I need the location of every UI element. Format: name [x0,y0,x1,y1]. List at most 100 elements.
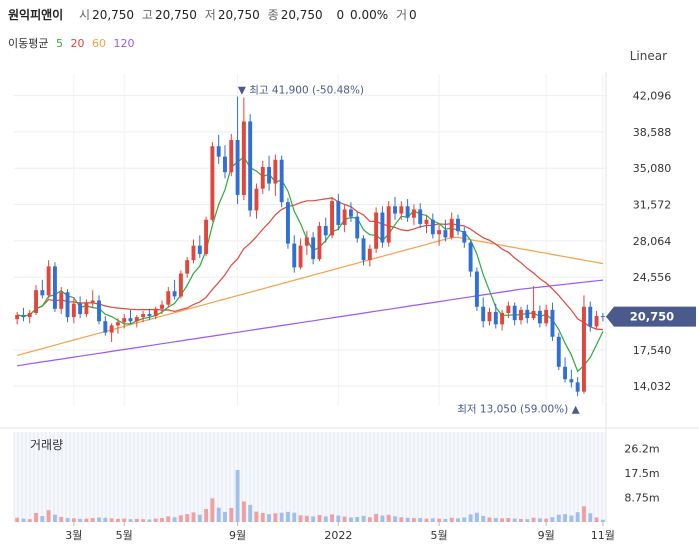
candle-body[interactable] [462,231,467,243]
candle-body[interactable] [40,290,45,296]
volume-bar[interactable] [449,517,454,522]
volume-bar[interactable] [443,518,448,522]
volume-bar[interactable] [103,517,108,522]
candle-body[interactable] [90,300,95,303]
volume-bar[interactable] [424,518,429,522]
volume-bar[interactable] [46,510,51,522]
candle-body[interactable] [342,209,347,225]
volume-bar[interactable] [115,518,120,522]
candle-body[interactable] [166,291,171,305]
candle-body[interactable] [575,382,580,392]
candle-body[interactable] [550,309,555,337]
volume-bar[interactable] [71,518,76,522]
candle-body[interactable] [380,212,385,243]
candle-body[interactable] [443,230,448,238]
volume-bar[interactable] [178,515,183,522]
volume-bar[interactable] [430,518,435,522]
candle-body[interactable] [386,206,391,243]
volume-bar[interactable] [90,518,95,522]
volume-bar[interactable] [474,512,479,522]
volume-bar[interactable] [40,516,45,522]
candle-body[interactable] [399,206,404,214]
candle-body[interactable] [481,306,486,322]
candle-body[interactable] [34,290,38,313]
candle-body[interactable] [216,146,221,157]
volume-bar[interactable] [248,504,253,522]
volume-bar[interactable] [323,516,328,522]
volume-bar[interactable] [260,513,265,522]
volume-bar[interactable] [462,517,467,523]
volume-bar[interactable] [153,518,158,522]
candle-body[interactable] [160,304,164,309]
volume-bar[interactable] [506,518,511,522]
candle-body[interactable] [361,238,366,261]
candle-body[interactable] [600,316,605,318]
candle-body[interactable] [437,230,442,235]
candle-body[interactable] [298,245,303,268]
candle-body[interactable] [374,212,379,249]
volume-bar[interactable] [317,514,322,522]
candle-body[interactable] [178,273,183,297]
candle-body[interactable] [323,225,328,236]
candle-body[interactable] [128,318,133,322]
candle-body[interactable] [223,156,227,173]
candle-body[interactable] [456,218,460,232]
volume-bar[interactable] [512,518,517,522]
candle-body[interactable] [525,309,530,319]
candle-body[interactable] [59,292,64,309]
volume-bar[interactable] [286,511,290,522]
volume-bar[interactable] [216,507,221,522]
candle-body[interactable] [348,209,353,217]
volume-bar[interactable] [456,518,460,522]
volume-bar[interactable] [15,517,20,522]
volume-bar[interactable] [78,518,83,522]
candle-body[interactable] [204,219,209,254]
ma-legend[interactable]: 이동평균 5 20 60 120 [8,35,138,51]
volume-bar[interactable] [97,517,101,523]
candle-body[interactable] [248,121,253,211]
candle-body[interactable] [493,311,498,325]
candle-body[interactable] [563,366,568,380]
candle-body[interactable] [292,243,297,268]
volume-bar[interactable] [374,513,379,522]
volume-bar[interactable] [241,501,246,522]
candle-body[interactable] [418,209,423,224]
candle-body[interactable] [405,206,410,218]
candle-body[interactable] [588,306,593,327]
candle-body[interactable] [141,313,146,318]
volume-bar[interactable] [197,514,202,522]
candle-body[interactable] [304,237,309,246]
candle-body[interactable] [52,266,57,309]
candle-body[interactable] [506,305,511,313]
candle-body[interactable] [115,322,120,326]
volume-bar[interactable] [537,518,542,522]
volume-bar[interactable] [569,515,574,522]
volume-bar[interactable] [519,518,523,522]
candle-body[interactable] [78,303,83,314]
candle-body[interactable] [153,308,158,317]
candle-body[interactable] [330,201,334,236]
volume-bar[interactable] [27,519,32,522]
candle-body[interactable] [241,121,246,195]
candle-body[interactable] [21,315,26,318]
volume-bar[interactable] [468,514,473,522]
volume-bar[interactable] [418,518,423,522]
volume-bar[interactable] [191,512,196,522]
candle-body[interactable] [411,209,416,218]
candle-body[interactable] [355,216,360,239]
candle-body[interactable] [46,266,51,296]
volume-bar[interactable] [160,518,164,522]
volume-bar[interactable] [84,518,89,522]
candle-body[interactable] [260,166,265,189]
candle-body[interactable] [235,140,240,195]
volume-bar[interactable] [223,511,227,522]
candle-body[interactable] [519,309,523,321]
volume-bar[interactable] [380,515,385,522]
volume-bar[interactable] [141,519,146,522]
candle-body[interactable] [582,306,586,392]
candle-body[interactable] [27,312,32,318]
candle-body[interactable] [15,315,20,320]
volume-bar[interactable] [563,514,568,522]
candle-body[interactable] [84,302,89,314]
